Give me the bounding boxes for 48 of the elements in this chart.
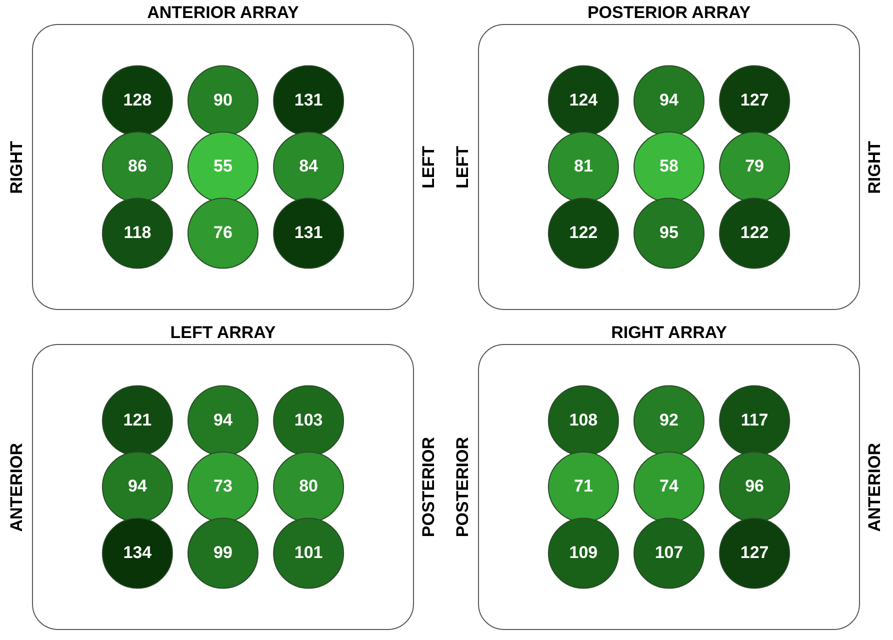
text: RIGHT ARRAY (611, 322, 727, 344)
text: RIGHT (7, 140, 27, 194)
data-label: 128 (123, 90, 152, 110)
data-label: 74 (660, 476, 679, 496)
data-label: 90 (214, 90, 232, 110)
text: ANTERIOR (865, 442, 885, 532)
data-label: 71 (574, 476, 593, 496)
text: POSTERIOR (453, 436, 473, 538)
data-label: 81 (574, 156, 593, 176)
text: RIGHT (865, 140, 885, 194)
data-label: 94 (660, 90, 679, 110)
data-label: 127 (740, 90, 769, 110)
data-label: 101 (294, 542, 323, 562)
data-label: 122 (740, 222, 769, 242)
data-label: 99 (214, 542, 232, 562)
data-label: 117 (740, 410, 768, 430)
data-label: 122 (569, 222, 598, 242)
text: ANTERIOR ARRAY (147, 2, 299, 24)
data-label: 94 (214, 410, 233, 430)
data-label: 79 (745, 156, 764, 176)
data-label: 94 (128, 476, 148, 496)
data-label: 108 (569, 410, 598, 430)
text: LEFT ARRAY (170, 322, 276, 344)
data-label: 134 (123, 542, 152, 562)
data-label: 73 (214, 476, 232, 496)
data-label: 84 (299, 156, 319, 176)
data-label: 55 (214, 156, 232, 176)
data-label: 58 (660, 156, 678, 176)
text: ANTERIOR (7, 442, 27, 532)
data-label: 76 (214, 222, 232, 242)
data-label: 92 (660, 410, 678, 430)
data-label: 121 (123, 410, 152, 430)
data-label: 109 (569, 542, 598, 562)
data-label: 127 (740, 542, 769, 562)
data-label: 107 (654, 542, 684, 562)
data-label: 131 (294, 222, 323, 242)
text: LEFT (453, 146, 473, 188)
data-label: 124 (569, 90, 598, 110)
data-label: 96 (745, 476, 764, 496)
data-label: 86 (128, 156, 147, 176)
data-label: 131 (294, 90, 323, 110)
text: POSTERIOR (419, 436, 439, 538)
data-label: 103 (294, 410, 323, 430)
data-label: 80 (299, 476, 318, 496)
text: LEFT (419, 146, 439, 188)
data-label: 95 (660, 222, 678, 242)
text: POSTERIOR ARRAY (587, 2, 751, 24)
data-label: 118 (124, 222, 152, 242)
